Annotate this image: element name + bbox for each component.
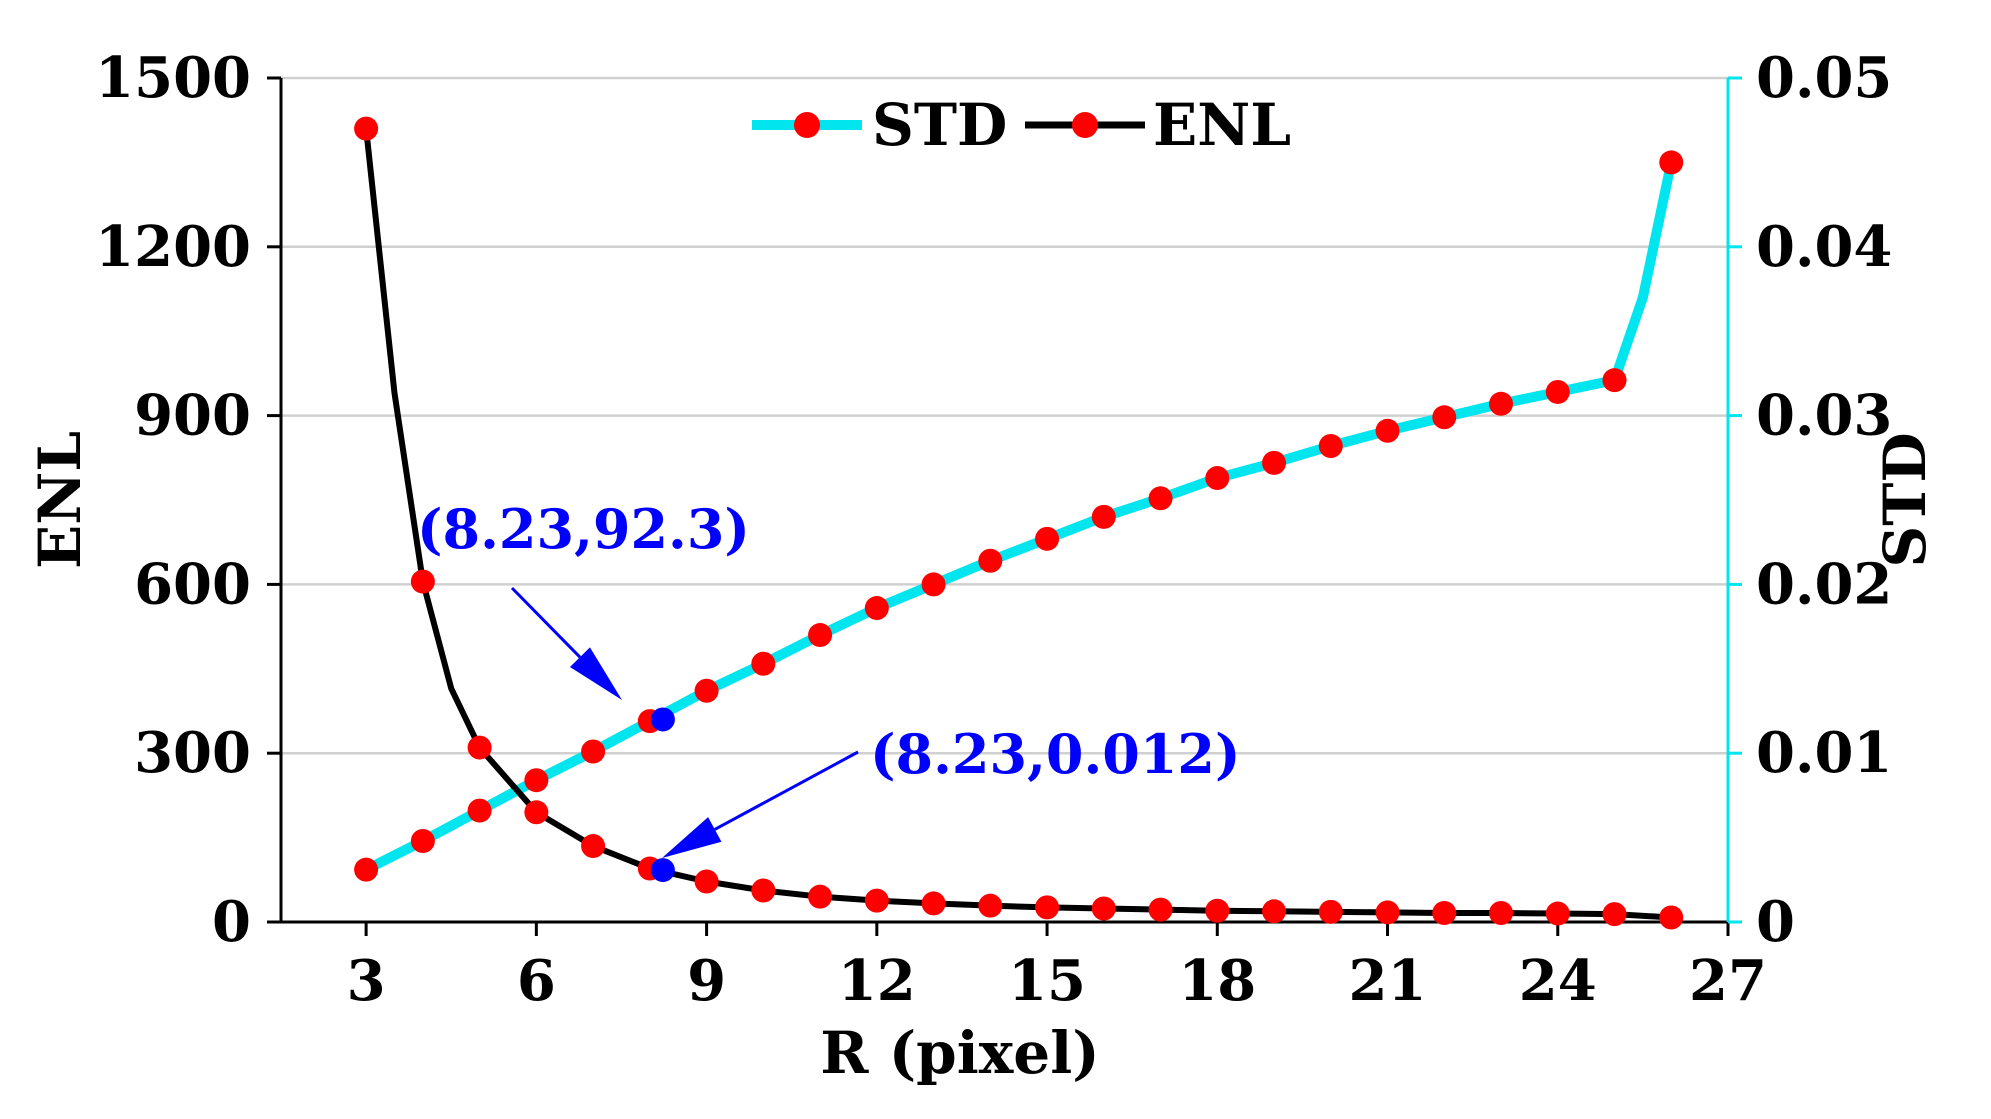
std-marker: [1659, 150, 1684, 175]
enl-marker: [808, 884, 833, 909]
y-left-tick-label: 1200: [95, 214, 251, 280]
axes: 3 6 9 12 15 18 21 24 2703006009001200150000.010.…: [95, 45, 1892, 1014]
gridlines: [281, 76, 1728, 755]
y-right-tick-label: 0.05: [1756, 45, 1892, 111]
std-marker: [921, 572, 946, 597]
legend-std-label: STD: [872, 91, 1007, 159]
enl-marker: [581, 834, 606, 859]
y-axis-left-title: ENL: [26, 431, 94, 569]
std-marker: [1148, 486, 1173, 511]
y-left-tick-label: 0: [212, 889, 251, 955]
std-marker: [1545, 379, 1570, 404]
enl-marker: [467, 735, 492, 760]
y-right-tick-label: 0.02: [1756, 551, 1892, 617]
std-marker: [1091, 504, 1116, 529]
x-tick-label: 27: [1689, 948, 1767, 1014]
enl-marker: [1091, 896, 1116, 921]
std-marker: [1602, 368, 1627, 393]
std-marker: [694, 678, 719, 703]
x-tick-label: 24: [1519, 948, 1597, 1014]
std-marker: [581, 739, 606, 764]
enl-highlight-label: (8.23,0.012): [870, 722, 1241, 786]
enl-marker: [978, 893, 1003, 918]
std-marker: [1035, 526, 1060, 551]
std-marker: [808, 623, 833, 648]
std-marker: [524, 768, 549, 793]
std-marker: [1318, 433, 1343, 458]
std-marker: [751, 651, 776, 676]
legend-std-marker: [794, 112, 820, 138]
std-marker: [864, 596, 889, 621]
y-right-tick-label: 0.01: [1756, 720, 1892, 786]
enl-marker: [1659, 905, 1684, 930]
enl-marker: [1262, 899, 1287, 924]
y-left-tick-label: 300: [134, 720, 251, 786]
std-marker: [1489, 391, 1514, 416]
std-marker: [1205, 466, 1230, 491]
enl-marker: [1375, 900, 1400, 925]
enl-marker: [751, 878, 776, 903]
y-right-tick-label: 0: [1756, 889, 1795, 955]
std-highlight-point: [650, 707, 675, 732]
std-annotation-arrow-head: [569, 647, 622, 700]
enl-marker: [1489, 900, 1514, 925]
std-highlight-label: (8.23,92.3): [417, 497, 750, 561]
enl-marker: [1545, 901, 1570, 926]
x-tick-label: 6: [517, 948, 556, 1014]
std-marker: [354, 857, 379, 882]
legend-enl-label: ENL: [1153, 91, 1291, 159]
enl-highlight-point: [650, 858, 675, 883]
std-marker: [467, 798, 492, 823]
legend-enl-marker: [1072, 112, 1098, 138]
y-left-tick-label: 900: [134, 383, 251, 449]
x-tick-label: 9: [687, 948, 726, 1014]
std-series: [354, 150, 1684, 882]
x-tick-label: 3: [347, 948, 386, 1014]
enl-marker: [1148, 897, 1173, 922]
enl-series: [354, 116, 1684, 930]
enl-annotation-arrow-shaft: [714, 750, 859, 831]
enl-marker: [524, 800, 549, 825]
x-tick-label: 15: [1008, 948, 1086, 1014]
enl-marker: [1205, 898, 1230, 923]
enl-marker: [1432, 900, 1457, 925]
enl-marker: [864, 888, 889, 913]
y-axis-right-title: STD: [1871, 432, 1939, 567]
y-left-tick-label: 1500: [95, 45, 251, 111]
y-right-tick-label: 0.03: [1756, 383, 1892, 449]
y-right-tick-label: 0.04: [1756, 214, 1892, 280]
x-tick-label: 12: [838, 948, 916, 1014]
x-tick-label: 21: [1349, 948, 1427, 1014]
std-marker: [1432, 405, 1457, 430]
enl-marker: [694, 869, 719, 894]
std-marker: [1262, 450, 1287, 475]
enl-marker: [1035, 895, 1060, 920]
x-axis-title: R (pixel): [820, 1019, 1099, 1087]
enl-marker: [1602, 902, 1627, 927]
enl-marker: [354, 116, 379, 141]
std-marker: [410, 828, 435, 853]
enl-annotation-arrow-head: [662, 817, 722, 858]
std-annotation-arrow-shaft: [510, 586, 582, 659]
legend: STD ENL: [752, 91, 1291, 159]
std-marker: [1375, 418, 1400, 443]
enl-marker: [1318, 899, 1343, 924]
annotations: (8.23,92.3) (8.23,0.012): [417, 497, 1241, 883]
x-tick-label: 18: [1178, 948, 1256, 1014]
y-left-tick-label: 600: [134, 551, 251, 617]
std-marker: [978, 548, 1003, 573]
enl-marker: [410, 569, 435, 594]
enl-marker: [921, 891, 946, 916]
